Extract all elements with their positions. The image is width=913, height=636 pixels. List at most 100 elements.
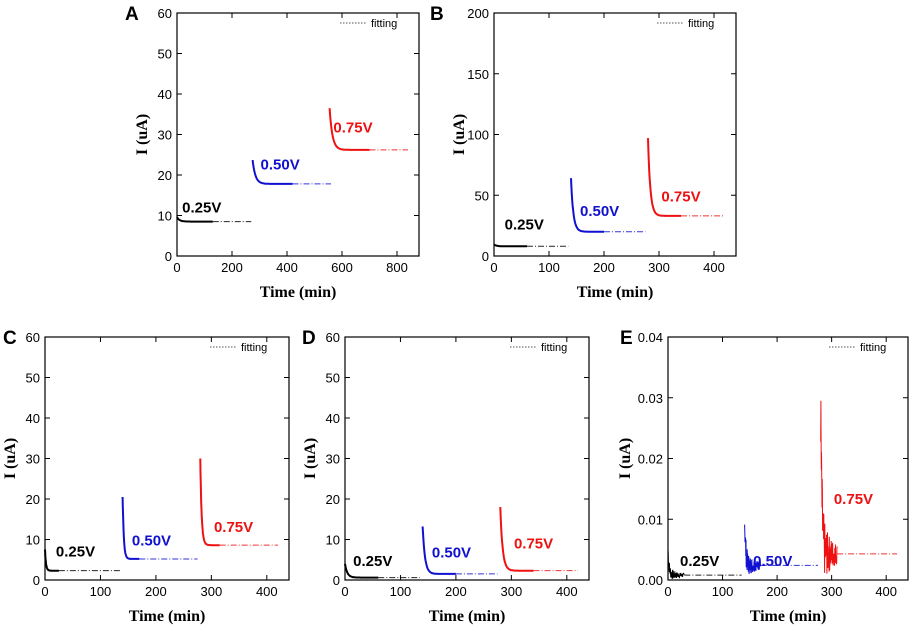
measured-current-curve [199, 458, 220, 547]
y-tick-label: 0.02 [638, 452, 663, 467]
x-tick-label: 100 [712, 584, 734, 599]
y-axis-title: I (uA) [617, 438, 634, 479]
x-tick-label: 100 [538, 260, 560, 275]
x-tick-label: 800 [386, 260, 408, 275]
x-axis-title: Time (min) [429, 608, 506, 625]
x-tick-label: 200 [445, 584, 467, 599]
voltage-label: 0.75V [514, 535, 553, 552]
legend-fitting-label: fitting [688, 18, 714, 30]
series-025v [176, 216, 252, 223]
series-075v [499, 507, 578, 572]
y-tick-label: 200 [467, 6, 489, 21]
x-tick-label: 300 [501, 584, 523, 599]
x-tick-label: 100 [390, 584, 412, 599]
y-tick-label: 50 [158, 47, 172, 62]
voltage-label: 0.50V [753, 553, 792, 570]
x-tick-label: 200 [593, 260, 615, 275]
x-axis-title: Time (min) [129, 608, 206, 625]
y-tick-label: 30 [158, 128, 172, 143]
y-tick-label: 0 [333, 573, 340, 588]
y-tick-label: 0 [482, 249, 489, 264]
x-tick-label: 0 [341, 584, 348, 599]
plot-frame [667, 336, 909, 581]
y-axis-title: I (uA) [2, 438, 19, 479]
y-tick-label: 150 [467, 67, 489, 82]
series-075v [647, 138, 725, 217]
y-tick-label: 10 [326, 533, 340, 548]
chart-panel-c: C 0 100 200 300 400 0 10 20 30 40 50 60 Time (min) I (… [2, 328, 290, 625]
series-025v [493, 243, 569, 248]
y-tick-label: 10 [158, 209, 172, 224]
y-tick-label: 0 [33, 573, 40, 588]
y-tick-label: 30 [26, 452, 40, 467]
series-050v [421, 526, 498, 575]
series-050v [121, 496, 198, 560]
measured-current-curve [570, 178, 604, 233]
panel-letter: C [3, 328, 17, 349]
voltage-label: 0.25V [505, 216, 544, 233]
y-tick-label: 20 [26, 492, 40, 507]
measured-current-curve [647, 138, 681, 217]
x-tick-label: 300 [648, 260, 670, 275]
measured-current-curve [121, 496, 140, 560]
panel-letter: A [125, 4, 139, 25]
x-tick-label: 300 [821, 584, 843, 599]
series-050v [743, 524, 818, 575]
chart-panel-e: E 0 100 200 300 400 0.00 0.01 0.02 0.03 0.04 Time (… [617, 328, 909, 625]
x-tick-label: 0 [664, 584, 671, 599]
x-tick-label: 400 [703, 260, 725, 275]
y-tick-label: 10 [26, 533, 40, 548]
measured-current-curve [493, 243, 527, 248]
legend-fitting-label: fitting [860, 342, 886, 354]
x-tick-label: 100 [90, 584, 112, 599]
y-axis-title: I (uA) [302, 438, 319, 479]
measured-current-curve [820, 400, 838, 574]
y-tick-label: 30 [326, 452, 340, 467]
y-tick-label: 40 [158, 87, 172, 102]
x-tick-label: 0 [490, 260, 497, 275]
series-025v [667, 549, 742, 579]
voltage-label: 0.75V [333, 119, 372, 136]
x-tick-label: 600 [331, 260, 353, 275]
x-axis-title: Time (min) [577, 284, 654, 301]
panel-letter: E [620, 328, 633, 349]
measured-current-curve [344, 563, 379, 579]
x-tick-label: 400 [875, 584, 897, 599]
legend-fitting-label: fitting [371, 18, 397, 30]
measured-current-curve [421, 526, 456, 575]
y-tick-label: 0.00 [638, 573, 663, 588]
series-025v [344, 563, 420, 579]
y-tick-label: 50 [475, 188, 489, 203]
y-tick-label: 50 [26, 371, 40, 386]
panel-letter: B [430, 4, 444, 25]
y-axis-title: I (uA) [134, 114, 151, 155]
x-tick-label: 0 [41, 584, 48, 599]
voltage-label: 0.25V [182, 199, 221, 216]
measured-current-curve [176, 216, 213, 223]
panel-letter: D [302, 328, 316, 349]
x-tick-label: 400 [556, 584, 578, 599]
y-tick-label: 60 [326, 330, 340, 345]
series-050v [570, 178, 646, 233]
voltage-label: 0.75V [214, 519, 253, 536]
legend-fitting-label: fitting [241, 342, 267, 354]
measured-current-curve [667, 549, 685, 579]
chart-panel-b: B 0 100 200 300 400 0 50 100 150 200 Time (min) I (u… [430, 4, 737, 301]
x-tick-label: 200 [221, 260, 243, 275]
voltage-label: 0.50V [432, 545, 471, 562]
y-tick-label: 20 [326, 492, 340, 507]
voltage-label: 0.25V [680, 553, 719, 570]
series-075v [328, 108, 408, 151]
measured-current-curve [44, 549, 59, 572]
y-tick-label: 0.01 [638, 512, 663, 527]
series-050v [251, 159, 331, 185]
voltage-label: 0.50V [580, 203, 619, 220]
x-axis-title: Time (min) [260, 284, 337, 301]
y-tick-label: 100 [467, 128, 489, 143]
measured-current-curve [499, 507, 534, 572]
x-tick-label: 200 [766, 584, 788, 599]
legend-fitting-label: fitting [541, 342, 567, 354]
x-tick-label: 400 [256, 584, 278, 599]
y-tick-label: 0 [165, 249, 172, 264]
y-tick-label: 0.04 [638, 330, 663, 345]
